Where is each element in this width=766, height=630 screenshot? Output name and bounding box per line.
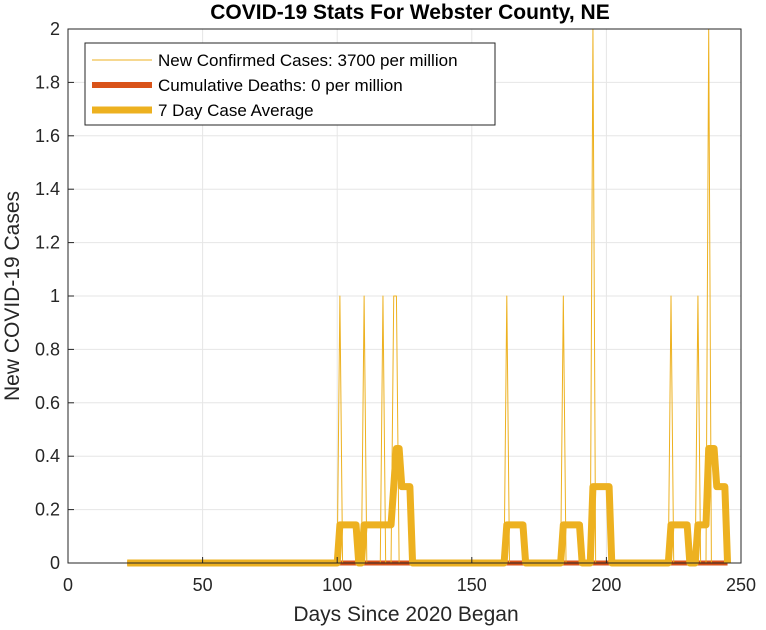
y-tick-label: 0.2 — [35, 500, 60, 520]
legend-box — [84, 42, 496, 126]
legend: New Confirmed Cases: 3700 per million Cu… — [84, 42, 496, 126]
x-tick-label: 150 — [457, 575, 487, 595]
x-axis-ticks: 0 50 100 150 200 250 — [63, 557, 756, 595]
y-axis-label: New COVID-19 Cases — [1, 191, 24, 401]
x-tick-label: 250 — [726, 575, 756, 595]
y-tick-label: 1.4 — [35, 179, 60, 199]
y-tick-label: 0.4 — [35, 446, 60, 466]
x-tick-label: 50 — [193, 575, 213, 595]
y-tick-label: 0.8 — [35, 339, 60, 359]
legend-label-avg: 7 Day Case Average — [158, 101, 314, 120]
y-tick-label: 1 — [50, 286, 60, 306]
y-tick-label: 0 — [50, 553, 60, 573]
x-axis-label: Days Since 2020 Began — [293, 603, 518, 626]
y-axis-ticks: 0 0.2 0.4 0.6 0.8 1 1.2 1.4 1.6 1.8 2 — [35, 19, 74, 573]
x-tick-label: 100 — [322, 575, 352, 595]
legend-label-new-cases: New Confirmed Cases: 3700 per million — [158, 51, 458, 70]
y-tick-label: 1.2 — [35, 233, 60, 253]
y-tick-label: 1.8 — [35, 72, 60, 92]
chart-title: COVID-19 Stats For Webster County, NE — [210, 1, 609, 24]
y-tick-label: 1.6 — [35, 126, 60, 146]
y-tick-label: 2 — [50, 19, 60, 39]
series-avg-line — [127, 444, 732, 567]
x-tick-label: 0 — [63, 575, 73, 595]
y-tick-label: 0.6 — [35, 393, 60, 413]
legend-label-deaths: Cumulative Deaths: 0 per million — [158, 76, 403, 95]
x-tick-label: 200 — [591, 575, 621, 595]
